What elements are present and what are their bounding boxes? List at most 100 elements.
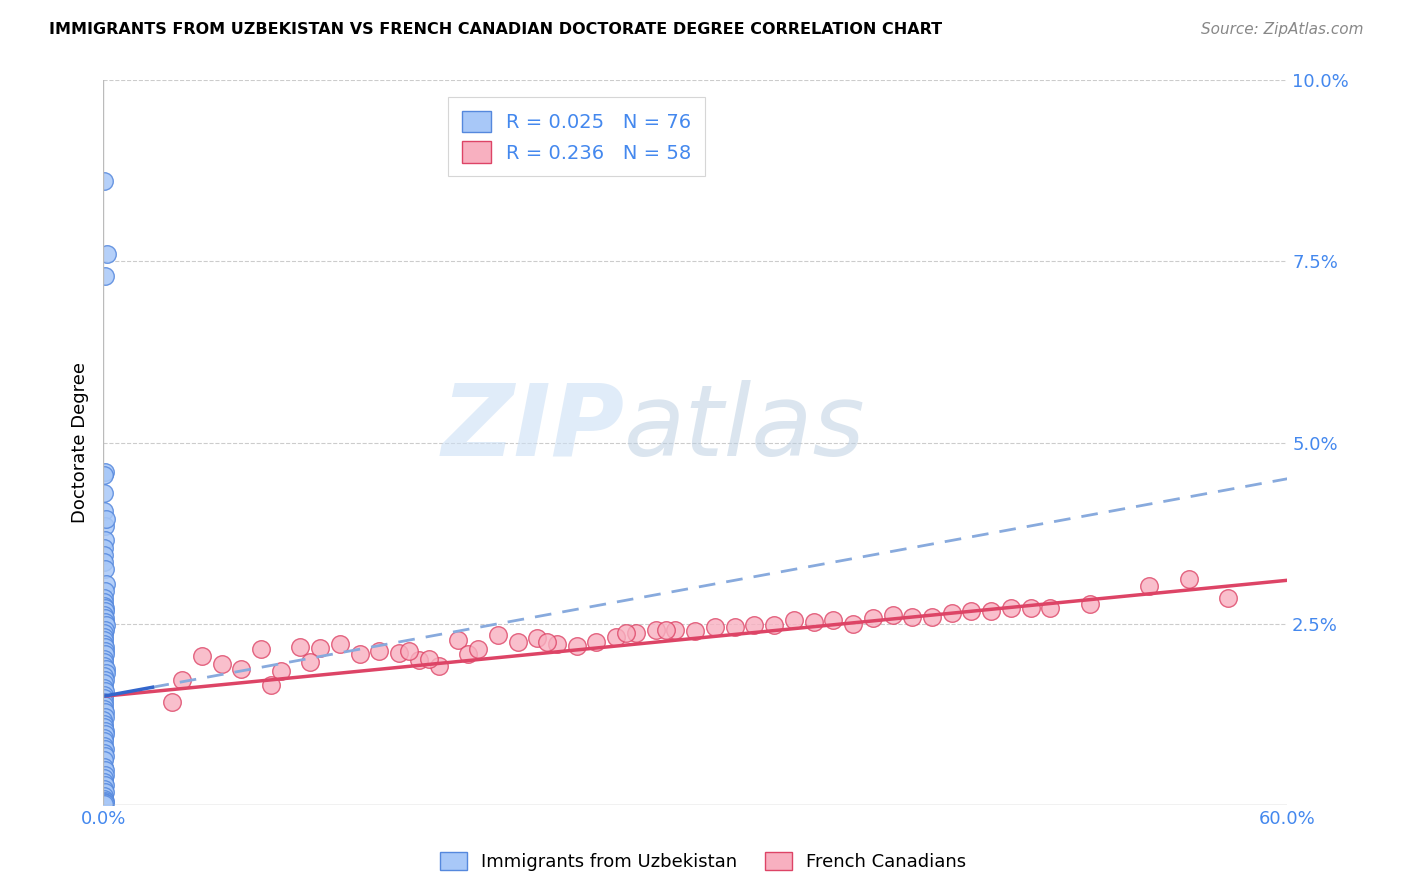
Point <box>803 615 825 630</box>
Point <box>93 632 115 647</box>
Point <box>744 618 766 632</box>
Point <box>93 486 115 500</box>
Point <box>93 468 115 483</box>
Point <box>763 618 786 632</box>
Point <box>93 625 115 640</box>
Point <box>94 709 117 723</box>
Point <box>93 724 115 739</box>
Point <box>724 620 747 634</box>
Point <box>93 599 115 613</box>
Point <box>398 644 420 658</box>
Point <box>960 604 983 618</box>
Point <box>93 608 115 623</box>
Point <box>160 695 183 709</box>
Point <box>94 683 117 698</box>
Point <box>624 625 647 640</box>
Point <box>94 618 117 632</box>
Point <box>546 637 568 651</box>
Point <box>94 584 117 599</box>
Point <box>93 797 115 811</box>
Point <box>93 541 115 555</box>
Point <box>93 789 115 804</box>
Point <box>536 635 558 649</box>
Point <box>93 174 115 188</box>
Point <box>93 739 115 753</box>
Point <box>614 625 637 640</box>
Point <box>783 613 806 627</box>
Point <box>93 771 115 785</box>
Point <box>93 630 115 644</box>
Point <box>94 615 117 630</box>
Point <box>93 681 115 695</box>
Point <box>93 706 115 720</box>
Point <box>408 653 430 667</box>
Point <box>93 651 115 665</box>
Point <box>93 548 115 562</box>
Point <box>921 609 943 624</box>
Point <box>388 646 411 660</box>
Point <box>368 644 391 658</box>
Point <box>94 268 117 283</box>
Point <box>93 658 115 673</box>
Point <box>94 647 117 661</box>
Point <box>565 639 588 653</box>
Point <box>309 640 332 655</box>
Point <box>93 748 115 763</box>
Point <box>93 655 115 669</box>
Point <box>93 795 115 809</box>
Point <box>96 666 118 681</box>
Legend: Immigrants from Uzbekistan, French Canadians: Immigrants from Uzbekistan, French Canad… <box>433 845 973 879</box>
Legend: R = 0.025   N = 76, R = 0.236   N = 58: R = 0.025 N = 76, R = 0.236 N = 58 <box>449 97 706 177</box>
Point <box>823 613 845 627</box>
Point <box>231 662 253 676</box>
Point <box>93 794 115 808</box>
Point <box>585 635 607 649</box>
Point <box>862 611 884 625</box>
Point <box>427 658 450 673</box>
Text: Source: ZipAtlas.com: Source: ZipAtlas.com <box>1201 22 1364 37</box>
Point <box>93 782 115 797</box>
Point <box>93 504 115 518</box>
Point <box>329 637 352 651</box>
Point <box>457 647 479 661</box>
Point <box>93 698 115 712</box>
Point <box>1078 597 1101 611</box>
Point <box>486 628 509 642</box>
Point <box>93 690 115 705</box>
Point <box>664 623 686 637</box>
Point <box>1177 572 1199 586</box>
Point <box>260 678 283 692</box>
Point <box>526 632 548 646</box>
Point <box>980 604 1002 618</box>
Point <box>96 247 118 261</box>
Point <box>93 669 115 683</box>
Point <box>94 604 117 618</box>
Point <box>1216 591 1239 606</box>
Point <box>93 746 115 760</box>
Point <box>1019 600 1042 615</box>
Point <box>94 764 117 778</box>
Point <box>94 519 117 533</box>
Point <box>842 616 865 631</box>
Point <box>211 657 233 671</box>
Point <box>506 635 529 649</box>
Text: IMMIGRANTS FROM UZBEKISTAN VS FRENCH CANADIAN DOCTORATE DEGREE CORRELATION CHART: IMMIGRANTS FROM UZBEKISTAN VS FRENCH CAN… <box>49 22 942 37</box>
Point <box>93 695 115 709</box>
Point <box>93 591 115 606</box>
Point <box>882 608 904 623</box>
Point <box>93 778 115 792</box>
Point <box>93 731 115 746</box>
Point <box>299 655 322 669</box>
Point <box>91 713 114 727</box>
Point <box>683 624 706 638</box>
Point <box>1137 579 1160 593</box>
Point <box>93 753 115 767</box>
Point <box>94 577 117 591</box>
Point <box>93 640 115 654</box>
Point <box>93 673 115 688</box>
Point <box>94 767 117 781</box>
Point <box>94 662 117 676</box>
Point <box>93 785 115 799</box>
Point <box>644 623 666 637</box>
Text: atlas: atlas <box>624 379 866 476</box>
